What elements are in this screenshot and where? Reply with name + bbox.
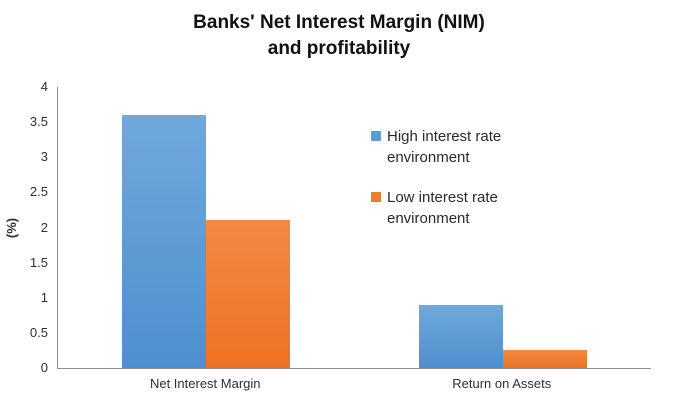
plot-area [57,87,651,369]
y-tick-label: 1.5 [29,254,48,270]
chart-title-line-1: Banks' Net Interest Margin (NIM) [193,12,485,33]
legend-label-low-rate: Low interest rate environment [387,189,498,227]
bar-high-rate [418,304,503,368]
y-tick-label: 3 [40,149,48,165]
bar-high-rate [122,115,207,368]
y-tick-label: 0 [40,360,48,375]
y-tick-label: 3.5 [29,114,48,130]
bar-group [122,115,291,368]
legend-swatch-high-rate [371,131,381,141]
bar-group [418,304,587,368]
x-category-label: Return on Assets [452,376,552,391]
chart-title-line-2: and profitability [267,37,411,59]
y-tick-label: 0.5 [29,324,48,340]
chart-title: Banks' Net Interest Margin (NIM) and pro… [0,10,678,61]
legend-entry-high-rate: High interest rate environment [371,126,541,168]
y-tick-label: 2.5 [29,184,48,200]
y-tick-label: 2 [40,219,48,235]
x-category-label: Net Interest Margin [149,376,261,391]
legend: High interest rate environment Low inter… [371,126,541,248]
legend-label-high-rate: High interest rate environment [387,128,502,166]
y-tick-label: 4 [40,79,48,94]
legend-entry-low-rate: Low interest rate environment [371,187,541,229]
bar-low-rate [206,220,291,368]
y-tick-label: 1 [40,289,48,305]
bar-low-rate [502,350,587,368]
legend-swatch-low-rate [371,192,381,202]
